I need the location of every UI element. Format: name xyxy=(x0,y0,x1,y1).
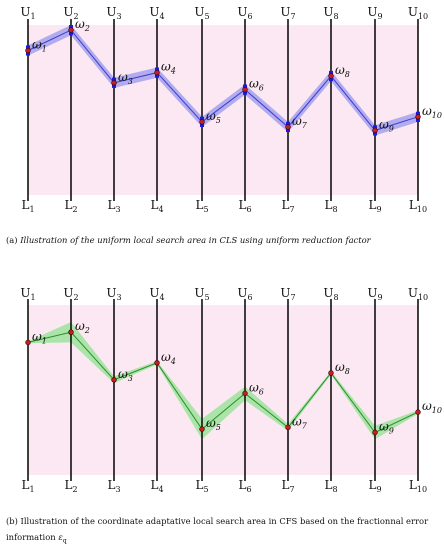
panel-b-lower-label-3: L3 xyxy=(107,478,120,494)
panel-b-lower-label-6: L6 xyxy=(238,478,251,494)
caption-b-line2-prefix: information xyxy=(6,532,56,542)
caption-b-symbol-sub: q xyxy=(62,537,67,545)
panel-b-lower-label-1: L1 xyxy=(21,478,34,494)
panel-b-upper-label-3: U3 xyxy=(106,286,121,302)
panel-b-point-6 xyxy=(242,390,248,397)
panel-b-point-9 xyxy=(372,429,378,436)
panel-a-point-7 xyxy=(285,124,291,130)
panel-a-lower-label-8: L8 xyxy=(324,198,337,214)
panel-a-omega-label-4: ω4 xyxy=(161,60,176,76)
panel-a-omega-label-8: ω8 xyxy=(335,63,350,79)
panel-a-upper-label-1: U1 xyxy=(20,5,35,21)
panel-b-lower-label-7: L7 xyxy=(281,478,294,494)
panel-a-point-3 xyxy=(111,80,117,86)
panel-a-lower-label-5: L5 xyxy=(195,198,208,214)
panel-b-upper-label-6: U6 xyxy=(237,286,252,302)
panel-b-point-5 xyxy=(199,426,205,432)
panel-b-omega-label-8: ω8 xyxy=(335,360,350,376)
panel-b-lower-label-8: L8 xyxy=(324,478,337,494)
panel-a-point-1 xyxy=(25,47,31,54)
panel-a-upper-label-6: U6 xyxy=(237,5,252,21)
panel-b-lower-label-4: L4 xyxy=(150,478,163,494)
panel-b-point-3 xyxy=(111,377,117,383)
panel-a-point-6 xyxy=(242,86,248,93)
panel-b-omega-label-2: ω2 xyxy=(75,319,90,335)
caption-b: (b) Illustration of the coordinate adapt… xyxy=(6,515,428,548)
panel-a-uniform-search-area: ω1 ω2 ω3 ω4 ω5 ω6 ω7 ω8 ω9 ω10 U1 L1 U2 L2 U3 L3 U4 L4 U5 L… xyxy=(20,5,442,214)
panel-a-search-band xyxy=(28,25,418,136)
panel-b-upper-label-8: U8 xyxy=(323,286,338,302)
panel-a-omega-label-5: ω5 xyxy=(206,109,221,125)
panel-a-lower-label-9: L9 xyxy=(368,198,381,214)
panel-b-search-band xyxy=(28,322,418,440)
panel-a-omega-label-10: ω10 xyxy=(422,104,442,120)
panel-b-omega-label-3: ω3 xyxy=(118,367,133,383)
panel-a-omega-label-1: ω1 xyxy=(32,38,47,54)
panel-b-point-10 xyxy=(415,409,421,415)
panel-a-omega-label-9: ω9 xyxy=(379,117,394,133)
panel-b-lower-label-2: L2 xyxy=(64,478,77,494)
caption-b-line1: (b) Illustration of the coordinate adapt… xyxy=(6,516,429,526)
panel-b-center-line xyxy=(27,331,419,434)
panel-a-point-2 xyxy=(68,27,74,33)
panel-b-point-7 xyxy=(285,424,291,431)
panel-b-upper-label-2: U2 xyxy=(63,286,78,302)
caption-b-line2: information εq xyxy=(6,531,428,548)
panel-b-upper-label-7: U7 xyxy=(280,286,295,302)
caption-a-text: Illustration of the uniform local search… xyxy=(20,235,371,245)
panel-b-omega-label-5: ω5 xyxy=(206,416,221,432)
panel-b-omega-label-10: ω10 xyxy=(422,399,442,415)
panel-a-omega-label-6: ω6 xyxy=(249,77,264,93)
panel-b-lower-label-5: L5 xyxy=(195,478,208,494)
panel-a-upper-label-9: U9 xyxy=(367,5,382,21)
panel-b-upper-label-5: U5 xyxy=(194,286,209,302)
panel-b-point-4 xyxy=(154,360,160,366)
panel-b-upper-label-10: U10 xyxy=(408,286,428,302)
caption-a: (a) Illustration of the uniform local se… xyxy=(6,234,371,246)
panel-b-omega-label-9: ω9 xyxy=(379,420,394,436)
panel-a-upper-label-2: U2 xyxy=(63,5,78,21)
panel-a-omega-label-2: ω2 xyxy=(75,17,90,33)
panel-a-upper-label-4: U4 xyxy=(149,5,164,21)
panel-b-omega-label-7: ω7 xyxy=(292,414,308,430)
panel-a-upper-label-8: U8 xyxy=(323,5,338,21)
panel-b-omega-label-4: ω4 xyxy=(161,350,176,366)
panel-a-point-8 xyxy=(328,73,334,79)
caption-a-prefix: (a) xyxy=(6,235,18,245)
panel-b-upper-label-4: U4 xyxy=(149,286,164,302)
panel-a-point-4 xyxy=(154,69,160,76)
panel-a-omega-label-3: ω3 xyxy=(118,70,133,86)
panel-b-point-8 xyxy=(328,370,334,376)
panel-a-lower-label-3: L3 xyxy=(107,198,120,214)
panel-b-lower-label-9: L9 xyxy=(368,478,381,494)
panel-a-omega-label-7: ω7 xyxy=(292,114,308,130)
panel-a-upper-label-10: U10 xyxy=(408,5,428,21)
panel-a-point-9 xyxy=(372,127,378,134)
panel-a-point-5 xyxy=(199,119,205,125)
panel-b-omega-label-6: ω6 xyxy=(249,380,264,396)
panel-a-upper-label-7: U7 xyxy=(280,5,295,21)
panel-a-lower-label-7: L7 xyxy=(281,198,294,214)
panel-b-adaptive-search-area: ω1 ω2 ω3 ω4 ω5 ω6 ω7 ω8 ω9 ω10 U1 L1 U2 L2 U3 L3 U4 L4 U5 L… xyxy=(20,286,442,494)
panel-a-upper-label-5: U5 xyxy=(194,5,209,21)
panel-b-upper-label-9: U9 xyxy=(367,286,382,302)
panel-b-lower-label-10: L10 xyxy=(409,478,427,494)
panel-b-point-1 xyxy=(25,339,31,346)
panel-b-background xyxy=(28,305,418,475)
caption-b-symbol: ε xyxy=(58,532,63,542)
panel-a-upper-label-3: U3 xyxy=(106,5,121,21)
panel-a-lower-label-2: L2 xyxy=(64,198,77,214)
panel-a-lower-label-4: L4 xyxy=(150,198,163,214)
panel-a-lower-label-10: L10 xyxy=(409,198,427,214)
panel-b-upper-label-1: U1 xyxy=(20,286,35,302)
panel-a-center-line xyxy=(27,29,419,131)
panel-b-point-2 xyxy=(68,329,74,335)
panel-a-lower-label-6: L6 xyxy=(238,198,251,214)
panel-a-lower-label-1: L1 xyxy=(21,198,34,214)
panel-a-point-10 xyxy=(415,114,421,120)
panel-b-omega-label-1: ω1 xyxy=(32,329,47,345)
